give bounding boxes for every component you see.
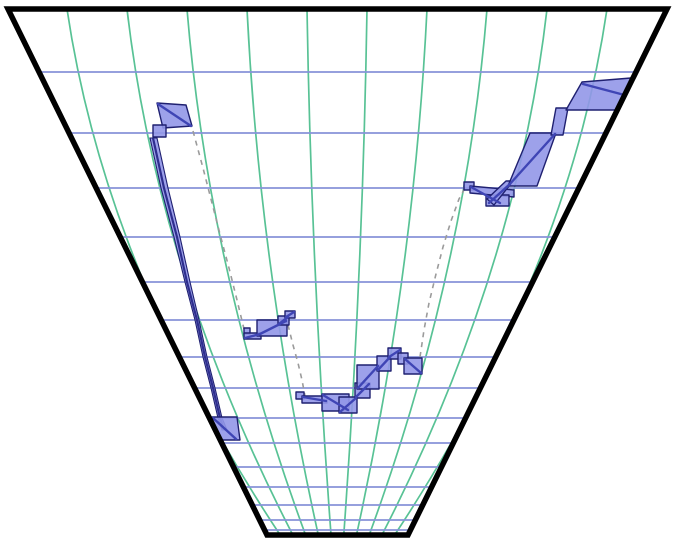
green-gridline — [381, 9, 548, 535]
mid-left-staircase — [243, 310, 296, 340]
mid-left-staircase-diagonal — [277, 315, 290, 326]
center-staircase-diagonal — [356, 364, 380, 390]
left-descending-strip-core — [151, 137, 226, 431]
green-gridline — [246, 9, 320, 535]
center-staircase-diagonal — [376, 355, 392, 372]
center-staircase-diagonal — [354, 382, 371, 399]
green-gridline — [355, 9, 428, 535]
center-staircase-diagonal — [387, 348, 402, 359]
center-staircase — [295, 347, 423, 414]
center-staircase-diagonal — [301, 395, 328, 403]
dash-right — [419, 187, 466, 358]
dash-left-upper — [192, 130, 245, 330]
chart-area — [8, 9, 667, 535]
center-staircase-diagonal — [338, 396, 358, 414]
right-staircase-diagonal — [507, 132, 557, 187]
right-staircase-diagonal — [487, 182, 512, 205]
left-flag-group-diagonal — [156, 102, 193, 128]
green-gridline — [342, 9, 368, 535]
left-flag-group — [152, 102, 241, 441]
right-staircase — [463, 77, 634, 207]
right-staircase-step — [550, 107, 569, 136]
dash-left-lower — [287, 324, 306, 397]
green-gridline — [306, 9, 332, 535]
green-gridline — [368, 9, 488, 535]
left-flag-group-step — [152, 124, 167, 138]
mid-left-staircase-diagonal — [284, 310, 296, 319]
chart-background — [8, 9, 667, 535]
left-flag-group-diagonal — [211, 416, 238, 441]
green-gridline — [186, 9, 307, 535]
right-staircase-diagonal — [469, 185, 502, 205]
funnel-border — [3, 6, 672, 538]
center-staircase-diagonal — [403, 357, 423, 375]
